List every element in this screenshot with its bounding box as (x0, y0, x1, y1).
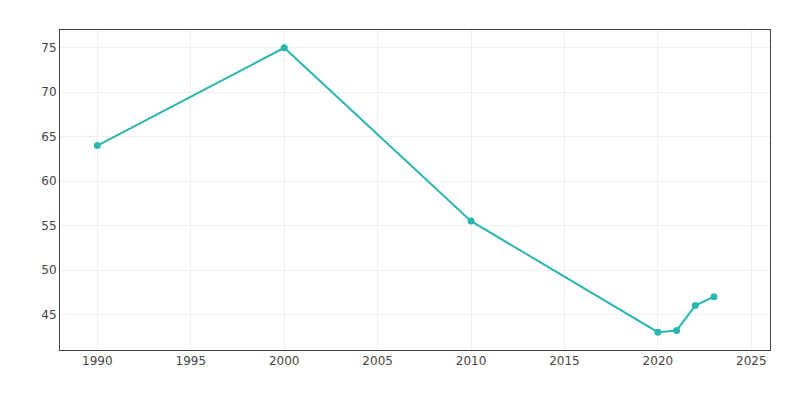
svg-text:2005: 2005 (362, 354, 393, 368)
svg-text:1995: 1995 (176, 354, 207, 368)
svg-text:55: 55 (41, 219, 56, 233)
svg-text:50: 50 (41, 263, 56, 277)
svg-text:2010: 2010 (456, 354, 487, 368)
svg-text:2020: 2020 (643, 354, 674, 368)
svg-text:2025: 2025 (736, 354, 767, 368)
svg-text:70: 70 (41, 85, 56, 99)
svg-text:1990: 1990 (82, 354, 113, 368)
svg-text:75: 75 (41, 41, 56, 55)
svg-text:65: 65 (41, 130, 56, 144)
svg-text:60: 60 (41, 174, 56, 188)
svg-text:45: 45 (41, 308, 56, 322)
svg-text:2000: 2000 (269, 354, 300, 368)
svg-text:2015: 2015 (549, 354, 580, 368)
